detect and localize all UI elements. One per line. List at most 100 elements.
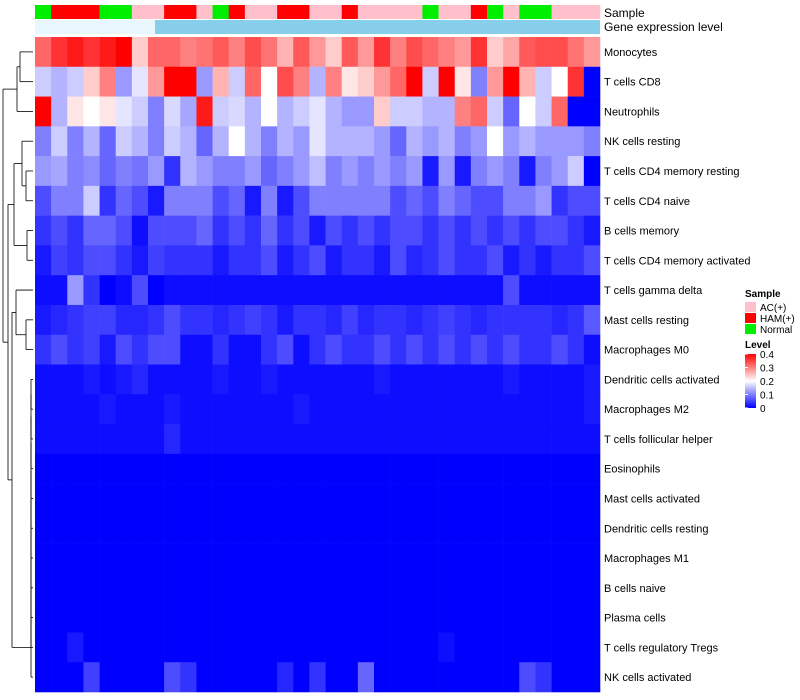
heatmap-cell <box>115 513 133 544</box>
heatmap-cell <box>309 364 326 395</box>
heatmap-cell <box>261 275 278 306</box>
heatmap-cell <box>131 483 149 514</box>
heatmap-cell <box>293 632 310 663</box>
level-tick-label: 0 <box>760 404 766 415</box>
heatmap-cell <box>164 602 181 633</box>
heatmap-cell <box>519 37 536 68</box>
heatmap-cell <box>454 66 472 97</box>
heatmap-cell <box>35 572 52 603</box>
heatmap-cell <box>51 632 68 663</box>
heatmap-cell <box>583 483 601 514</box>
heatmap-cell <box>374 364 391 395</box>
heatmap-cell <box>470 364 488 395</box>
heatmap-cell <box>487 245 504 276</box>
row-label: Dendritic cells resting <box>604 523 709 535</box>
heatmap-cell <box>583 364 601 395</box>
sample-annotation-label: Sample <box>604 6 645 20</box>
heatmap-cell <box>277 662 294 693</box>
heatmap-cell <box>293 543 310 574</box>
heatmap-cell <box>196 96 213 127</box>
heatmap-cell <box>357 632 375 663</box>
heatmap-cell <box>519 156 536 187</box>
heatmap-cell <box>406 662 423 693</box>
heatmap-cell <box>519 126 536 157</box>
heatmap-cell <box>212 334 230 365</box>
heatmap-cell <box>35 126 52 157</box>
heatmap-cell <box>519 632 536 663</box>
heatmap-cell <box>180 126 197 157</box>
sample-annotation-cell <box>35 5 52 19</box>
heatmap-cell <box>115 245 133 276</box>
heatmap-cell <box>196 245 213 276</box>
heatmap-cell <box>325 96 343 127</box>
heatmap-cell <box>51 662 68 693</box>
heatmap-cell <box>148 394 165 425</box>
heatmap-cell <box>131 632 149 663</box>
heatmap-cell <box>487 96 504 127</box>
heatmap-cell <box>164 96 181 127</box>
heatmap-cell <box>196 662 213 693</box>
heatmap-cell <box>99 156 117 187</box>
heatmap-cell <box>583 96 601 127</box>
heatmap-cell <box>583 185 601 216</box>
heatmap-cell <box>519 66 536 97</box>
heatmap-cell <box>196 632 213 663</box>
heatmap-cell <box>196 126 213 157</box>
heatmap-cell <box>309 662 326 693</box>
heatmap-cell <box>406 126 423 157</box>
sample-annotation-cell <box>438 5 456 19</box>
row-label: T cells gamma delta <box>604 285 703 297</box>
heatmap-cell <box>261 602 278 633</box>
heatmap-cell <box>341 96 359 127</box>
heatmap-cell <box>454 126 472 157</box>
heatmap-cell <box>374 602 391 633</box>
sample-annotation-cell <box>293 5 310 19</box>
sample-annotation-cell <box>309 5 326 19</box>
heatmap-cell <box>196 215 213 246</box>
row-label: T cells CD4 naive <box>604 196 690 208</box>
heatmap-cell <box>422 156 439 187</box>
heatmap-cell <box>454 394 472 425</box>
heatmap-cell <box>519 424 536 455</box>
heatmap-cell <box>148 602 165 633</box>
heatmap-cell <box>99 126 117 157</box>
heatmap-cell <box>309 156 326 187</box>
sample-annotation-cell <box>212 5 230 19</box>
heatmap-cell <box>244 662 262 693</box>
heatmap-cell <box>115 304 133 336</box>
heatmap-cell <box>503 304 520 336</box>
heatmap-cell <box>148 304 165 336</box>
sample-legend-label: HAM(+) <box>760 314 795 325</box>
heatmap-cell <box>244 37 262 68</box>
heatmap-cell <box>180 156 197 187</box>
row-label: Macrophages M1 <box>604 553 689 565</box>
heatmap-cell <box>406 156 423 187</box>
heatmap-cell <box>99 483 117 514</box>
heatmap-cell <box>83 185 100 216</box>
heatmap-cell <box>261 453 278 484</box>
level-ticks: 0.4 0.3 0.2 0.1 0 <box>745 350 774 415</box>
heatmap-cell <box>99 424 117 455</box>
heatmap-cell <box>35 394 52 425</box>
heatmap-cell <box>341 185 359 216</box>
heatmap-cell <box>341 215 359 246</box>
expression-annotation-cell-high <box>155 20 600 34</box>
heatmap-cell <box>277 453 294 484</box>
heatmap-cell <box>180 453 197 484</box>
heatmap-cell <box>567 245 585 276</box>
heatmap-cell <box>115 66 133 97</box>
heatmap-cell <box>67 572 84 603</box>
heatmap-cell <box>309 572 326 603</box>
heatmap-cell <box>67 334 84 365</box>
heatmap-cell <box>99 394 117 425</box>
heatmap-cell <box>454 215 472 246</box>
heatmap-cell <box>293 304 310 336</box>
heatmap-cell <box>503 334 520 365</box>
heatmap-cell <box>487 334 504 365</box>
heatmap-cell <box>503 483 520 514</box>
heatmap-cell <box>277 185 294 216</box>
heatmap-cell <box>454 185 472 216</box>
heatmap-cell <box>583 37 601 68</box>
heatmap-cell <box>67 215 84 246</box>
expression-annotation-cell-low <box>35 20 155 34</box>
